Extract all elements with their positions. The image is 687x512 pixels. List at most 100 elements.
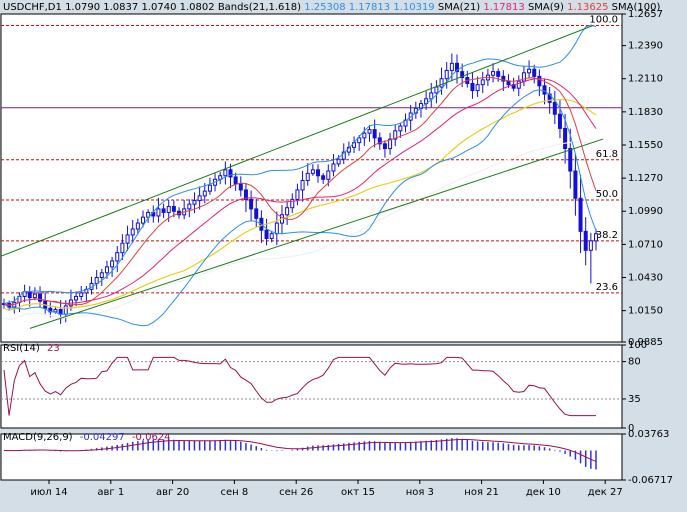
candle-body: [470, 82, 475, 92]
fib-level-label: 50.0: [596, 189, 618, 200]
y-tick-label: 1.2657: [628, 9, 663, 20]
candle-body: [110, 260, 115, 268]
macd-panel: [0, 433, 623, 481]
bands-upper: 1.25308: [304, 2, 346, 13]
candle-body: [202, 190, 207, 197]
bands-lower: 1.10319: [393, 2, 435, 13]
x-tick-label: июл 14: [30, 487, 67, 498]
macd-label: MACD(9,26,9): [3, 432, 73, 443]
candle-body: [125, 234, 130, 244]
candle-body: [455, 62, 460, 73]
main-panel: [0, 13, 623, 343]
sma21-value: 1.17813: [483, 2, 525, 13]
rsi-header: RSI(14) 23: [3, 343, 60, 354]
ohlc-open: 1.0790: [65, 2, 101, 13]
candle-body: [388, 138, 393, 150]
candle-body: [300, 179, 305, 191]
fib-level-label: 61.8: [596, 149, 618, 160]
candle-body: [135, 222, 140, 230]
candle-body: [578, 197, 583, 232]
fib-level-label: 100.0: [589, 14, 618, 25]
x-tick-label: авг 20: [156, 487, 189, 498]
sma100-label: SMA(100): [611, 2, 661, 13]
candle-body: [377, 137, 382, 145]
candle-body: [449, 62, 454, 71]
x-tick-label: ноя 3: [406, 487, 434, 498]
candle-body: [532, 68, 537, 77]
candle-body: [357, 137, 362, 144]
candle-body: [460, 71, 465, 79]
candle-body: [94, 277, 99, 284]
candle-body: [336, 158, 341, 165]
ohlc-low: 1.0740: [141, 2, 177, 13]
candle-body: [444, 69, 449, 80]
rsi-y-tick-label: 0: [628, 423, 634, 434]
candle-body: [552, 101, 557, 115]
x-tick-label: сен 8: [221, 487, 249, 498]
candle-body: [501, 75, 506, 82]
candle-body: [506, 80, 511, 86]
y-tick-label: 1.0710: [628, 239, 663, 250]
candle-body: [233, 176, 238, 185]
candle-body: [130, 228, 135, 236]
ohlc-close: 1.0802: [179, 2, 215, 13]
sma21-label: SMA(21): [437, 2, 481, 13]
candle-body: [439, 78, 444, 88]
candle-body: [475, 84, 480, 92]
candle-body: [264, 229, 269, 239]
candle-body: [269, 233, 274, 239]
sma9-line: [3, 76, 597, 306]
channel-lower-line: [29, 138, 604, 329]
candle-body: [588, 240, 593, 251]
macd-value-1: -0.04297: [79, 432, 125, 443]
candle-body: [341, 151, 346, 160]
y-tick-label: 1.0150: [628, 306, 663, 317]
candle-body: [140, 216, 145, 224]
candle-body: [32, 293, 37, 299]
bands-label: Bands(21,1.618): [217, 2, 302, 13]
candle-body: [99, 272, 104, 279]
sma9-value: 1.13625: [567, 2, 609, 13]
x-tick-label: ноя 21: [464, 487, 499, 498]
candle-body: [321, 175, 326, 180]
candle-body: [146, 211, 151, 218]
rsi-y-tick-label: 35: [628, 394, 641, 405]
candle-body: [527, 68, 532, 74]
candle-body: [192, 200, 197, 205]
bands-middle: 1.17813: [348, 2, 391, 13]
candle-body: [295, 189, 300, 200]
candle-body: [393, 130, 398, 140]
candle-body: [537, 75, 542, 87]
sma9-label: SMA(9): [527, 2, 564, 13]
y-tick-label: 1.1550: [628, 140, 663, 151]
candle-body: [316, 169, 321, 177]
candle-body: [120, 242, 125, 254]
x-tick-label: дек 27: [588, 487, 623, 498]
candle-body: [331, 163, 336, 172]
fib-level-label: 38.2: [596, 230, 618, 241]
candle-body: [223, 169, 228, 177]
ohlc-high: 1.0837: [103, 2, 139, 13]
candle-body: [53, 308, 58, 313]
candle-body: [243, 189, 248, 200]
candle-body: [166, 206, 171, 213]
candle-body: [238, 183, 243, 191]
candle-body: [480, 79, 485, 86]
candle-body: [568, 148, 573, 172]
candle-body: [38, 293, 43, 302]
candle-body: [491, 71, 496, 76]
candle-body: [326, 170, 331, 180]
candle-body: [207, 184, 212, 192]
candle-body: [557, 113, 562, 129]
candle-body: [310, 169, 315, 174]
candle-body: [583, 230, 588, 251]
y-tick-label: 1.2390: [628, 41, 663, 52]
candle-body: [563, 127, 568, 150]
candle-body: [521, 72, 526, 82]
candle-body: [516, 80, 521, 89]
rsi-label: RSI(14): [3, 343, 40, 354]
candle-body: [573, 170, 578, 199]
candle-body: [63, 305, 68, 315]
y-tick-label: 1.0990: [628, 206, 663, 217]
candle-body: [434, 86, 439, 94]
